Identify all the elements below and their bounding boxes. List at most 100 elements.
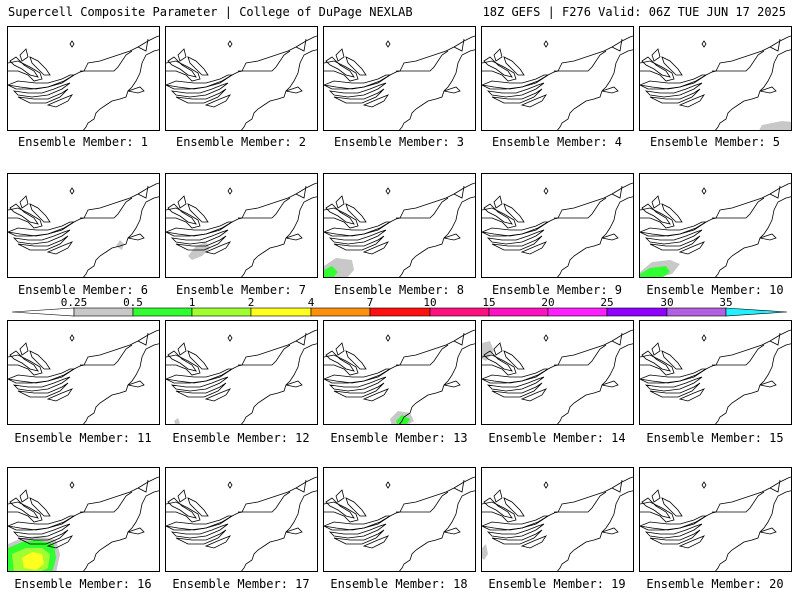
great-lakes-outline xyxy=(187,56,209,76)
coastline xyxy=(482,182,633,277)
coastline xyxy=(166,476,317,571)
ensemble-member-label: Ensemble Member: 3 xyxy=(333,135,465,149)
ensemble-member-map-8 xyxy=(323,173,476,278)
ensemble-member-map-13 xyxy=(323,320,476,425)
ensemble-member-label: Ensemble Member: 1 xyxy=(17,135,149,149)
coastline xyxy=(640,182,791,277)
ensemble-member-map-16 xyxy=(7,467,160,572)
great-lakes-outline xyxy=(482,515,550,531)
great-lakes-outline xyxy=(19,195,29,209)
ensemble-member-label: Ensemble Member: 15 xyxy=(646,431,784,445)
diamond-marker-icon xyxy=(385,187,391,195)
coastline xyxy=(324,329,475,424)
great-lakes-outline xyxy=(644,229,703,245)
great-lakes-outline xyxy=(335,48,345,62)
great-lakes-outline xyxy=(362,241,390,255)
map-canvas xyxy=(640,329,791,424)
us-canada-border xyxy=(396,185,465,219)
us-canada-border xyxy=(712,185,781,219)
great-lakes-outline xyxy=(482,368,550,384)
great-lakes-outline xyxy=(335,195,345,209)
diamond-marker-icon xyxy=(543,40,549,48)
ensemble-member-map-4 xyxy=(481,26,634,131)
great-lakes-outline xyxy=(177,489,187,503)
great-lakes-outline xyxy=(491,88,543,104)
great-lakes-outline xyxy=(649,382,701,398)
great-lakes-outline xyxy=(324,74,392,90)
great-lakes-outline xyxy=(325,350,355,372)
great-lakes-outline xyxy=(29,203,51,223)
us-canada-border xyxy=(554,479,623,513)
scp-contour-0.25 xyxy=(174,418,180,424)
us-canada-border xyxy=(80,332,149,366)
ensemble-member-map-9 xyxy=(481,173,634,278)
great-lakes-outline xyxy=(167,497,197,519)
color-scale-bar xyxy=(11,307,788,317)
ensemble-member-label: Ensemble Member: 12 xyxy=(172,431,310,445)
coastline xyxy=(8,329,159,424)
great-lakes-outline xyxy=(8,74,76,90)
great-lakes-outline xyxy=(204,388,232,402)
colorbar-tick-label: 7 xyxy=(366,296,374,309)
ensemble-member-map-17 xyxy=(165,467,318,572)
map-canvas xyxy=(324,35,475,130)
ensemble-member-map-11 xyxy=(7,320,160,425)
map-canvas xyxy=(166,182,317,277)
run-valid-time: 18Z GEFS | F276 Valid: 06Z TUE JUN 17 20… xyxy=(482,5,786,19)
great-lakes-outline xyxy=(335,489,345,503)
great-lakes-outline xyxy=(333,235,385,251)
great-lakes-outline xyxy=(8,368,76,384)
great-lakes-outline xyxy=(9,497,39,519)
map-title: Supercell Composite Parameter | College … xyxy=(8,5,413,19)
colorbar-swatch-4 xyxy=(310,307,371,317)
ensemble-member-label: Ensemble Member: 14 xyxy=(488,431,626,445)
diamond-marker-icon xyxy=(385,481,391,489)
great-lakes-outline xyxy=(46,241,74,255)
great-lakes-outline xyxy=(678,94,706,108)
great-lakes-outline xyxy=(19,342,29,356)
coastline xyxy=(8,182,159,277)
coastline xyxy=(482,329,633,424)
map-canvas xyxy=(166,329,317,424)
great-lakes-outline xyxy=(167,350,197,372)
map-canvas xyxy=(482,329,633,424)
great-lakes-outline xyxy=(204,535,232,549)
diamond-marker-icon xyxy=(701,40,707,48)
ensemble-member-map-12 xyxy=(165,320,318,425)
great-lakes-outline xyxy=(9,350,39,372)
great-lakes-outline xyxy=(491,529,543,545)
great-lakes-outline xyxy=(661,497,683,517)
colorbar-tick-label: 15 xyxy=(482,296,496,309)
great-lakes-outline xyxy=(678,388,706,402)
great-lakes-outline xyxy=(328,229,387,245)
great-lakes-outline xyxy=(661,203,683,223)
colorbar-swatch-20 xyxy=(547,307,608,317)
great-lakes-outline xyxy=(170,82,229,98)
great-lakes-outline xyxy=(177,195,187,209)
great-lakes-outline xyxy=(333,88,385,104)
great-lakes-outline xyxy=(333,529,385,545)
great-lakes-outline xyxy=(324,515,392,531)
great-lakes-outline xyxy=(324,221,392,237)
scp-contour-0.25 xyxy=(116,240,124,250)
colorbar-swatch-10 xyxy=(429,307,490,317)
colorbar-tick-label: 1 xyxy=(188,296,196,309)
great-lakes-outline xyxy=(166,74,234,90)
coastline xyxy=(324,476,475,571)
colorbar-below-min xyxy=(11,307,75,317)
great-lakes-outline xyxy=(482,221,550,237)
scp-contour-0.25 xyxy=(482,341,494,361)
diamond-marker-icon xyxy=(385,334,391,342)
coastline xyxy=(482,35,633,130)
great-lakes-outline xyxy=(649,235,701,251)
us-canada-border xyxy=(238,479,307,513)
great-lakes-outline xyxy=(177,48,187,62)
colorbar-swatch-15 xyxy=(488,307,549,317)
great-lakes-outline xyxy=(678,241,706,255)
map-canvas xyxy=(482,35,633,130)
map-canvas xyxy=(324,182,475,277)
great-lakes-outline xyxy=(12,376,71,392)
colorbar-tick-label: 4 xyxy=(307,296,315,309)
scp-contour-0.25 xyxy=(482,544,488,560)
great-lakes-outline xyxy=(46,94,74,108)
